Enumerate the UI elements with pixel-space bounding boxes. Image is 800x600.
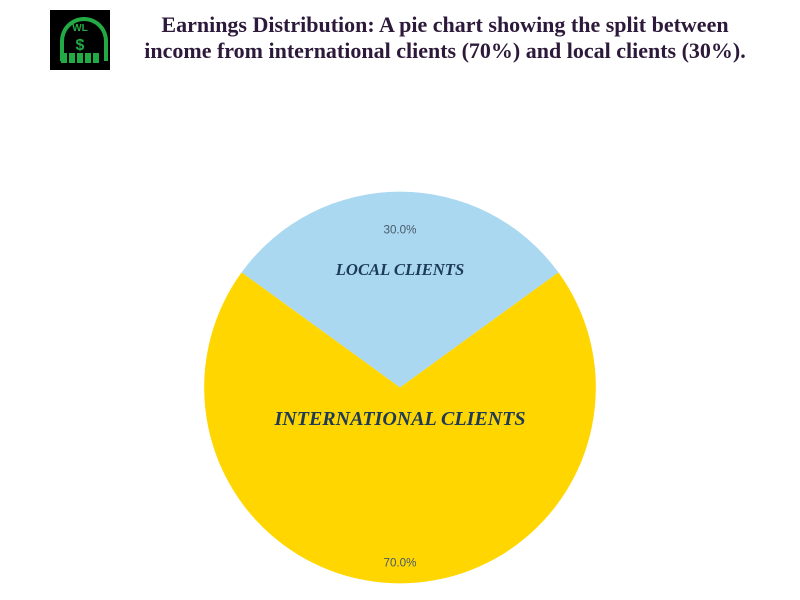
pie-name-label-international: INTERNATIONAL CLIENTS xyxy=(274,408,526,430)
page: WL $ Earnings Distribution: A pie chart … xyxy=(0,0,800,600)
brand-logo: WL $ xyxy=(50,10,110,70)
pie-pct-label-international: 70.0% xyxy=(383,557,416,570)
pie-pct-label-local: 30.0% xyxy=(383,223,416,236)
pie-svg: 30.0% LOCAL CLIENTS 70.0% INTERNATIONAL CLI… xyxy=(0,100,800,600)
page-title: Earnings Distribution: A pie chart showi… xyxy=(130,12,760,65)
earnings-pie-chart: 30.0% LOCAL CLIENTS 70.0% INTERNATIONAL CLI… xyxy=(0,100,800,600)
brand-logo-inner: WL $ xyxy=(55,15,105,65)
logo-wl-text: WL xyxy=(55,23,105,34)
logo-bars-icon xyxy=(61,53,99,63)
pie-name-label-local: LOCAL CLIENTS xyxy=(335,260,464,279)
